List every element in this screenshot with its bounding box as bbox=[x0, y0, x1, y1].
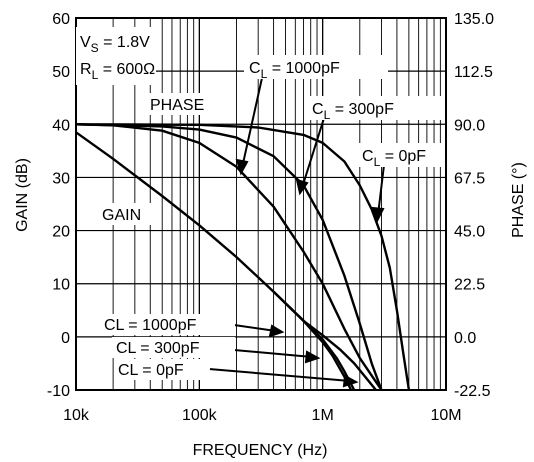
arrowhead-gain-0pf bbox=[342, 374, 359, 388]
y-tick-label: 20 bbox=[52, 224, 70, 241]
y2-tick-label: 90.0 bbox=[454, 117, 485, 134]
y-tick-label: 30 bbox=[52, 170, 70, 187]
y2-axis-title: PHASE (°) bbox=[510, 162, 527, 238]
grid bbox=[76, 18, 446, 390]
arrow-gain-0pf bbox=[208, 368, 351, 382]
arrowhead-gain-300pf bbox=[304, 350, 321, 364]
gain-curve-cl-1000pf bbox=[272, 290, 377, 391]
y2-tick-label: 22.5 bbox=[454, 277, 485, 294]
arrowhead-gain-1000pf bbox=[268, 324, 285, 338]
y-tick-label: 60 bbox=[52, 11, 70, 28]
phase-1000pf-label: CL = 1000pF bbox=[249, 60, 340, 81]
arrow-gain-300pf bbox=[233, 349, 313, 358]
phase-0pf-label: CL = 0pF bbox=[362, 148, 426, 169]
y-tick-label: -10 bbox=[47, 383, 70, 400]
phase-300pf-label-bg bbox=[308, 96, 443, 120]
x-axis-title: FREQUENCY (Hz) bbox=[193, 442, 328, 459]
x-tick-label: 10k bbox=[63, 407, 90, 424]
x-tick-label: 10M bbox=[430, 407, 461, 424]
x-tick-label: 100k bbox=[182, 407, 218, 424]
phase-group-label: PHASE bbox=[150, 97, 204, 114]
y-tick-label: 50 bbox=[52, 64, 70, 81]
arrow-phase-1000pf bbox=[241, 77, 263, 169]
y-tick-label: 10 bbox=[52, 277, 70, 294]
gain-0pf-label: CL = 0pF bbox=[118, 362, 184, 379]
y2-tick-label: 45.0 bbox=[454, 224, 485, 241]
plot-frame bbox=[75, 17, 447, 391]
phase-label-bg bbox=[146, 93, 218, 115]
y-tick-label: 0 bbox=[61, 330, 70, 347]
y-axis-title: GAIN (dB) bbox=[14, 158, 31, 232]
arrow-phase-300pf bbox=[301, 114, 326, 189]
gain-1000pf-label: CL = 1000pF bbox=[104, 317, 197, 334]
y2-tick-label: 0.0 bbox=[454, 330, 476, 347]
tick-labels: 10k 100k 1M 10M -10 0 10 20 30 40 50 60 -22.5 0.0 22.5… bbox=[47, 11, 494, 424]
annotation-arrows bbox=[208, 77, 385, 388]
conditions-box bbox=[76, 27, 156, 85]
y2-tick-label: -22.5 bbox=[454, 383, 491, 400]
gain-1000pf-label-bg bbox=[100, 314, 235, 335]
phase-curve-c-l-1000pf bbox=[75, 123, 383, 391]
phase-0pf-label-bg bbox=[358, 143, 444, 167]
y2-tick-label: 135.0 bbox=[454, 11, 494, 28]
phase-curve-c-l-0pf bbox=[75, 123, 411, 391]
phase-1000pf-label-bg bbox=[244, 55, 388, 79]
vs-condition: VS = 1.8V bbox=[80, 34, 150, 55]
gain-300pf-label: CL = 300pF bbox=[116, 340, 200, 357]
arrowhead-phase-1000pf bbox=[235, 158, 249, 176]
arrow-gain-1000pf bbox=[233, 324, 277, 332]
y2-tick-label: 112.5 bbox=[454, 64, 493, 81]
y-tick-label: 40 bbox=[52, 117, 70, 134]
rl-condition: RL = 600Ω bbox=[80, 61, 155, 82]
arrowhead-phase-300pf bbox=[295, 178, 309, 196]
arrow-phase-0pf bbox=[377, 164, 385, 216]
y2-tick-label: 67.5 bbox=[454, 170, 485, 187]
gain-label-bg bbox=[99, 203, 155, 225]
phase-300pf-label: CL = 300pF bbox=[312, 101, 394, 122]
arrowhead-phase-0pf bbox=[371, 206, 385, 224]
x-tick-label: 1M bbox=[312, 407, 334, 424]
gain-0pf-label-bg bbox=[114, 359, 210, 380]
gain-300pf-label-bg bbox=[112, 337, 235, 358]
gain-group-label: GAIN bbox=[102, 207, 141, 224]
